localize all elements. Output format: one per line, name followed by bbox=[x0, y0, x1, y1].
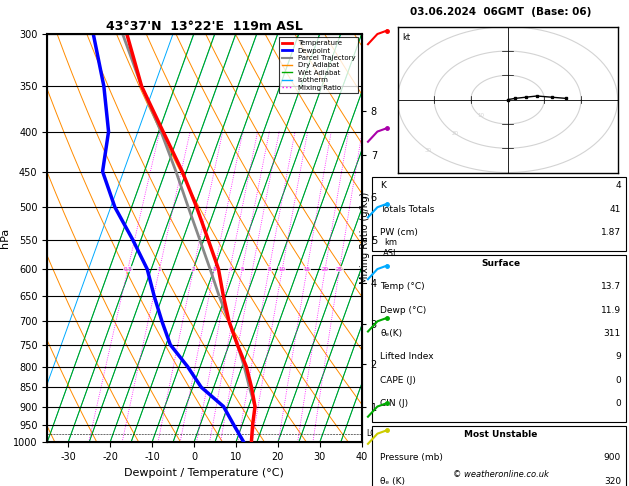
Text: θₑ(K): θₑ(K) bbox=[381, 329, 403, 338]
Text: 30: 30 bbox=[425, 148, 432, 153]
Text: 311: 311 bbox=[604, 329, 621, 338]
Text: 0.5: 0.5 bbox=[123, 266, 132, 272]
Text: 10: 10 bbox=[279, 266, 286, 272]
Bar bbox=[372, 426, 626, 486]
Text: Temp (°C): Temp (°C) bbox=[381, 282, 425, 292]
Text: kt: kt bbox=[402, 33, 410, 42]
Text: PW (cm): PW (cm) bbox=[381, 228, 418, 237]
Bar bbox=[372, 255, 626, 422]
Y-axis label: hPa: hPa bbox=[0, 228, 10, 248]
Text: Most Unstable: Most Unstable bbox=[464, 430, 537, 439]
Text: K: K bbox=[381, 181, 386, 191]
Text: 20: 20 bbox=[321, 266, 329, 272]
Text: 10: 10 bbox=[477, 113, 485, 118]
Text: 25: 25 bbox=[336, 266, 343, 272]
X-axis label: Dewpoint / Temperature (°C): Dewpoint / Temperature (°C) bbox=[125, 468, 284, 478]
Text: 41: 41 bbox=[610, 205, 621, 214]
Text: 5: 5 bbox=[240, 266, 244, 272]
Text: 2: 2 bbox=[192, 266, 195, 272]
Text: 900: 900 bbox=[604, 453, 621, 463]
Text: Pressure (mb): Pressure (mb) bbox=[381, 453, 443, 463]
Text: 03.06.2024  06GMT  (Base: 06): 03.06.2024 06GMT (Base: 06) bbox=[410, 7, 591, 17]
Text: CIN (J): CIN (J) bbox=[381, 399, 408, 408]
Text: 20: 20 bbox=[451, 131, 459, 136]
Text: 4: 4 bbox=[615, 181, 621, 191]
Text: © weatheronline.co.uk: © weatheronline.co.uk bbox=[453, 469, 548, 479]
Bar bbox=[372, 177, 626, 251]
Text: Totals Totals: Totals Totals bbox=[381, 205, 435, 214]
Text: 0: 0 bbox=[615, 376, 621, 385]
Y-axis label: km
ASL: km ASL bbox=[383, 238, 399, 258]
Text: LCL: LCL bbox=[366, 429, 379, 438]
Text: Lifted Index: Lifted Index bbox=[381, 352, 434, 362]
Text: 13.7: 13.7 bbox=[601, 282, 621, 292]
Text: 320: 320 bbox=[604, 477, 621, 486]
Legend: Temperature, Dewpoint, Parcel Trajectory, Dry Adiabat, Wet Adiabat, Isotherm, Mi: Temperature, Dewpoint, Parcel Trajectory… bbox=[279, 37, 358, 93]
Text: 4: 4 bbox=[228, 266, 231, 272]
Text: Surface: Surface bbox=[481, 259, 520, 268]
Text: Dewp (°C): Dewp (°C) bbox=[381, 306, 426, 315]
Text: 1: 1 bbox=[158, 266, 161, 272]
Text: 8: 8 bbox=[267, 266, 271, 272]
Text: 0: 0 bbox=[615, 399, 621, 408]
Text: CAPE (J): CAPE (J) bbox=[381, 376, 416, 385]
Text: Mixing Ratio (g/kg): Mixing Ratio (g/kg) bbox=[360, 192, 370, 284]
Title: 43°37'N  13°22'E  119m ASL: 43°37'N 13°22'E 119m ASL bbox=[106, 20, 303, 33]
Text: 9: 9 bbox=[615, 352, 621, 362]
Text: 11.9: 11.9 bbox=[601, 306, 621, 315]
Text: 3: 3 bbox=[213, 266, 216, 272]
Text: θₑ (K): θₑ (K) bbox=[381, 477, 405, 486]
Text: 15: 15 bbox=[304, 266, 311, 272]
Text: 1.87: 1.87 bbox=[601, 228, 621, 237]
